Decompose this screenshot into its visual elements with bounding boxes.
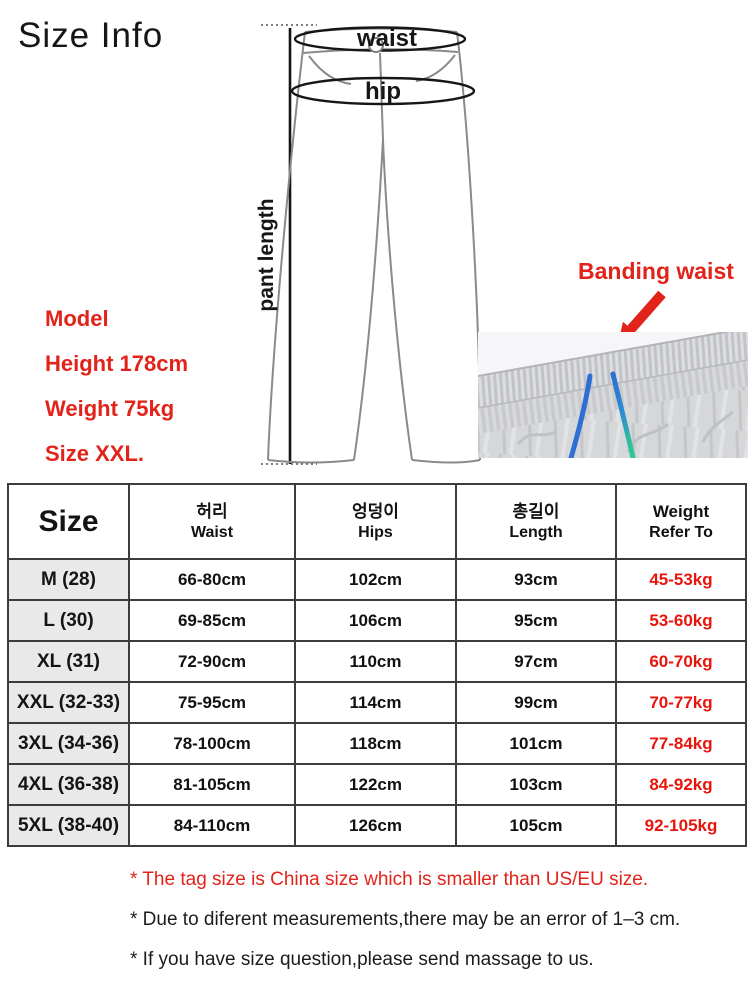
waistband-inner	[478, 358, 748, 434]
header-length: 총길이 Length	[455, 483, 617, 560]
pants-fabric	[478, 384, 748, 458]
waist-cell: 81-105cm	[128, 763, 296, 806]
size-cell: L (30)	[7, 599, 130, 642]
hips-cell: 114cm	[294, 681, 457, 724]
model-info: Model Height 178cm Weight 75kg Size XXL.	[45, 308, 188, 488]
length-cell: 99cm	[455, 681, 617, 724]
waistband-outer	[478, 332, 748, 408]
length-cell: 95cm	[455, 599, 617, 642]
waistband-photo	[478, 332, 748, 458]
note-measurement-error: * Due to diferent measurements,there may…	[130, 909, 681, 930]
table-row: M (28) 66-80cm 102cm 93cm 45-53kg	[7, 558, 747, 601]
button-icon	[368, 37, 384, 53]
footnotes: * The tag size is China size which is sm…	[130, 870, 680, 990]
weight-cell: 84-92kg	[615, 763, 747, 806]
model-height: Height 178cm	[45, 351, 189, 376]
size-cell: 4XL (36-38)	[7, 763, 130, 806]
table-row: XXL (32-33) 75-95cm 114cm 99cm 70-77kg	[7, 681, 747, 724]
length-cell: 105cm	[455, 804, 617, 847]
hips-cell: 122cm	[294, 763, 457, 806]
size-cell: 3XL (34-36)	[7, 722, 130, 765]
hips-cell: 110cm	[294, 640, 457, 683]
weight-cell: 70-77kg	[615, 681, 747, 724]
model-info-line: Model	[45, 306, 109, 331]
note-tag-size: * The tag size is China size which is sm…	[130, 869, 649, 890]
weight-cell: 60-70kg	[615, 640, 747, 683]
hip-ellipse	[290, 76, 476, 106]
hips-cell: 126cm	[294, 804, 457, 847]
waist-cell: 72-90cm	[128, 640, 296, 683]
banding-waist-label: Banding waist	[578, 258, 734, 284]
model-size: Size XXL.	[45, 441, 145, 466]
weight-cell: 92-105kg	[615, 804, 747, 847]
drawstring-left	[568, 373, 593, 458]
note-size-question: * If you have size question,please send …	[130, 949, 594, 970]
size-cell: 5XL (38-40)	[7, 804, 130, 847]
drawstring-right	[610, 371, 636, 458]
waist-cell: 66-80cm	[128, 558, 296, 601]
pants-diagram: waist hip pant length	[255, 24, 482, 465]
size-table: Size 허리 Waist 엉덩이 Hips 총길이 Length Weight…	[7, 483, 747, 847]
weight-cell: 45-53kg	[615, 558, 747, 601]
size-cell: XL (31)	[7, 640, 130, 683]
table-header-row: Size 허리 Waist 엉덩이 Hips 총길이 Length Weight…	[7, 483, 747, 560]
arrow-down-left-icon	[618, 290, 666, 344]
table-row: L (30) 69-85cm 106cm 95cm 53-60kg	[7, 599, 747, 642]
hips-cell: 118cm	[294, 722, 457, 765]
waist-label: waist	[356, 25, 417, 52]
page-title: Size Info	[18, 16, 164, 55]
length-cell: 101cm	[455, 722, 617, 765]
weight-cell: 53-60kg	[615, 599, 747, 642]
header-hips: 엉덩이 Hips	[294, 483, 457, 560]
model-weight: Weight 75kg	[45, 396, 175, 421]
table-row: 4XL (36-38) 81-105cm 122cm 103cm 84-92kg	[7, 763, 747, 806]
header-waist: 허리 Waist	[128, 483, 296, 560]
hip-label: hip	[365, 78, 401, 105]
waist-cell: 75-95cm	[128, 681, 296, 724]
size-cell: XXL (32-33)	[7, 681, 130, 724]
length-cell: 97cm	[455, 640, 617, 683]
waist-cell: 69-85cm	[128, 599, 296, 642]
header-size: Size	[7, 483, 130, 560]
size-cell: M (28)	[7, 558, 130, 601]
pant-length-label: pant length	[255, 198, 278, 311]
waistband-edge	[478, 332, 732, 377]
table-row: 3XL (34-36) 78-100cm 118cm 101cm 77-84kg	[7, 722, 747, 765]
length-cell: 103cm	[455, 763, 617, 806]
hips-cell: 102cm	[294, 558, 457, 601]
length-cell: 93cm	[455, 558, 617, 601]
table-row: XL (31) 72-90cm 110cm 97cm 60-70kg	[7, 640, 747, 683]
table-row: 5XL (38-40) 84-110cm 126cm 105cm 92-105k…	[7, 804, 747, 847]
hips-cell: 106cm	[294, 599, 457, 642]
waist-cell: 84-110cm	[128, 804, 296, 847]
weight-cell: 77-84kg	[615, 722, 747, 765]
waist-cell: 78-100cm	[128, 722, 296, 765]
header-weight: Weight Refer To	[615, 483, 747, 560]
